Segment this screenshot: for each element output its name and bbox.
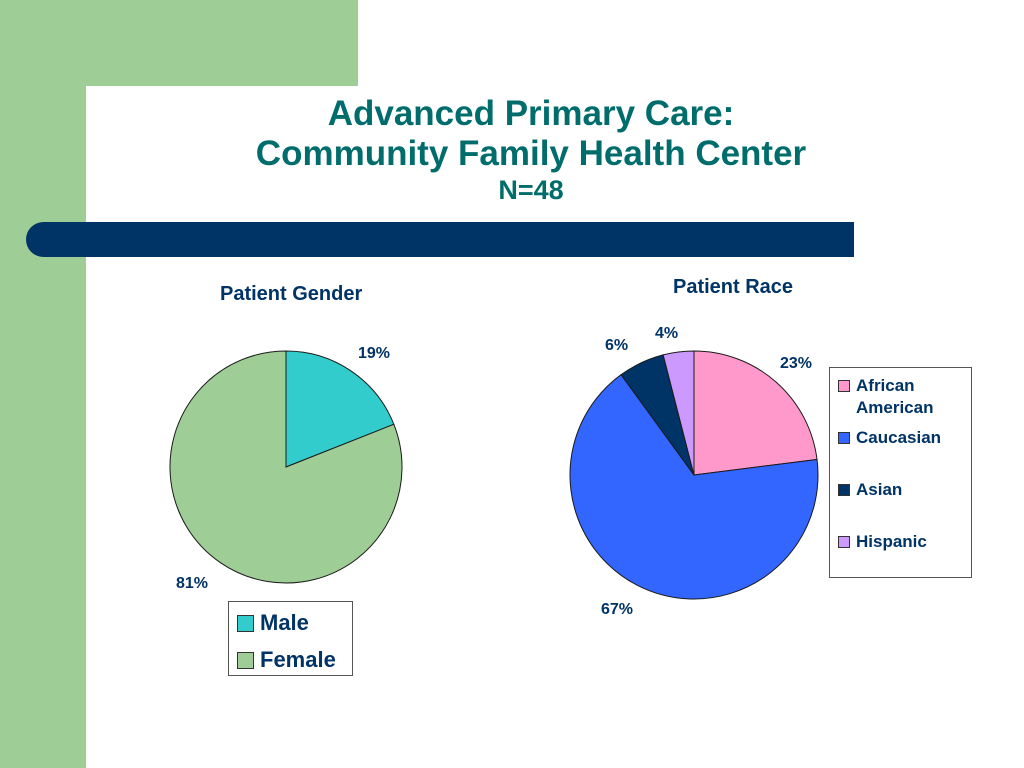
race-legend-label-african-american: African American bbox=[856, 375, 933, 419]
gender-legend-swatch-female bbox=[237, 652, 254, 669]
gender-legend-item-female: Female bbox=[235, 647, 346, 684]
race-legend-item-hispanic: Hispanic bbox=[836, 531, 965, 561]
green-top-block bbox=[0, 0, 358, 86]
race-pie bbox=[569, 350, 819, 600]
gender-slice-label-female: 81% bbox=[176, 575, 209, 592]
race-pie-slice-caucasian bbox=[569, 373, 819, 600]
navy-divider-bar bbox=[26, 222, 854, 257]
race-slice-label-caucasian: 67% bbox=[601, 601, 634, 618]
race-legend-swatch-african-american bbox=[838, 380, 850, 392]
slide-title: Advanced Primary Care: Community Family … bbox=[86, 94, 976, 206]
race-legend-label-african: African bbox=[856, 376, 915, 395]
green-sidebar-strip bbox=[0, 0, 86, 768]
gender-pie bbox=[169, 350, 403, 584]
race-slice-label-african-american: 23% bbox=[780, 355, 813, 372]
gender-pie-slice-male bbox=[285, 350, 395, 468]
race-slice-label-asian: 6% bbox=[605, 337, 629, 354]
white-rounded-corner bbox=[86, 86, 186, 186]
gender-legend-label-female: Female bbox=[260, 647, 336, 672]
gender-legend-item-male: Male bbox=[235, 610, 346, 647]
gender-pie-slice-female bbox=[169, 350, 403, 584]
race-legend-label-american: American bbox=[856, 398, 934, 417]
title-line-2: Community Family Health Center bbox=[255, 134, 807, 173]
race-legend-swatch-hispanic bbox=[838, 536, 850, 548]
race-legend-label-caucasian: Caucasian bbox=[856, 428, 942, 447]
title-subtitle: N=48 bbox=[498, 175, 564, 205]
gender-slice-label-male: 19% bbox=[358, 345, 391, 362]
race-legend-swatch-caucasian bbox=[838, 432, 850, 444]
race-legend-label-hispanic: Hispanic bbox=[856, 532, 927, 551]
gender-chart-title: Patient Gender bbox=[220, 283, 363, 305]
race-pie-slice-african-american bbox=[693, 350, 818, 476]
gender-legend: Male Female bbox=[228, 601, 353, 676]
gender-legend-swatch-male bbox=[237, 615, 254, 632]
race-legend-label-asian: Asian bbox=[856, 480, 903, 499]
gender-legend-label-male: Male bbox=[260, 610, 309, 635]
race-slice-label-hispanic: 4% bbox=[655, 325, 679, 342]
race-chart-title: Patient Race bbox=[673, 276, 794, 298]
race-pie-slice-hispanic bbox=[662, 350, 695, 476]
race-legend-item-caucasian: Caucasian bbox=[836, 427, 965, 479]
race-legend-item-african-american: African American bbox=[836, 375, 965, 427]
race-legend-swatch-asian bbox=[838, 484, 850, 496]
title-line-1: Advanced Primary Care: bbox=[327, 94, 735, 133]
race-legend: African American Caucasian Asian Hispani… bbox=[829, 367, 972, 578]
race-legend-item-asian: Asian bbox=[836, 479, 965, 531]
